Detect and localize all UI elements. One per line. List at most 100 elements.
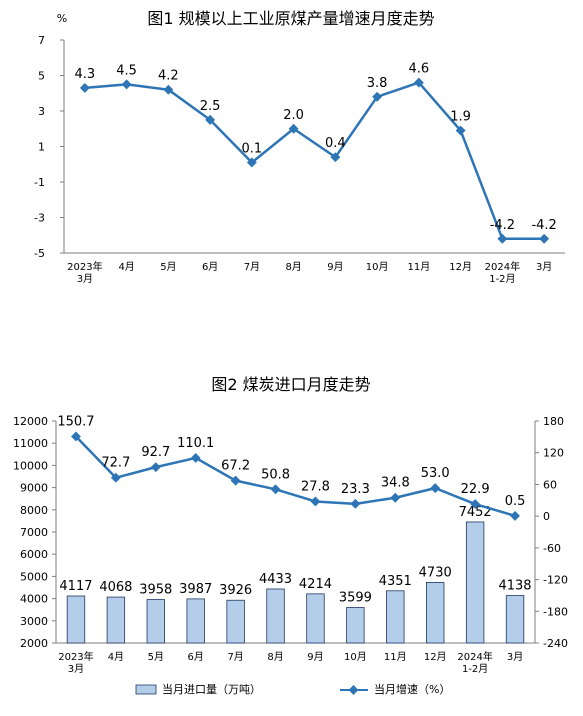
chart2-growth-label: 72.7 (101, 456, 130, 471)
chart2-growth-point (470, 499, 481, 509)
legend-bar-swatch (135, 684, 157, 695)
chart2-bar (426, 581, 445, 644)
chart1-x-tick-label: 11月 (408, 261, 431, 273)
chart2-growth-label: 23.3 (341, 482, 370, 497)
chart2-left-tick-label: 9000 (20, 482, 48, 495)
chart2-growth-point (190, 452, 201, 463)
chart2-growth-label: 34.8 (381, 476, 410, 491)
chart2-right-tick-label: -180 (543, 605, 568, 618)
chart2-x-tick-label: 7月 (227, 651, 243, 663)
chart2-left-tick-label: 7000 (20, 526, 48, 539)
chart2-bar (66, 595, 86, 644)
chart1-x-tick-label: 5月 (160, 261, 176, 273)
chart1-y-tick-label: 5 (38, 70, 45, 83)
chart2-growth-label: 50.8 (261, 467, 290, 482)
chart2-bar (106, 596, 126, 644)
chart1-x-tick-label: 7月 (244, 261, 260, 273)
chart1-y-tick-label: -3 (34, 212, 45, 225)
chart2-x-tick-label: 4月 (108, 651, 124, 663)
chart1-point (79, 82, 90, 93)
chart1-data-label: 1.9 (450, 110, 471, 125)
chart1-data-label: -4.2 (490, 218, 515, 233)
chart2-growth-point (310, 496, 321, 507)
chart2-growth-label: 53.0 (421, 466, 450, 481)
chart1-y-tick-label: -5 (34, 247, 45, 260)
chart1-point (539, 233, 550, 244)
chart2-bar (346, 607, 365, 644)
chart1-y-unit: % (57, 12, 67, 25)
chart1-x-tick-label: 12月 (449, 261, 472, 273)
chart2-left-tick-label: 5000 (20, 570, 48, 583)
chart2-bar-label: 4214 (299, 577, 332, 592)
chart2-bar-label: 7452 (459, 505, 492, 520)
chart1-x-tick-label: 4月 (118, 261, 134, 273)
chart2-left-tick-label: 12000 (13, 415, 48, 428)
chart1-point (246, 157, 257, 168)
chart1-x-tick-label: 6月 (202, 261, 218, 273)
chart2-plot: 12000 11000 10000 9000 8000 7000 6000 5000 4000 3… (13, 414, 568, 675)
chart2-x-tick-label: 12月 (424, 651, 447, 663)
legend-line-label: 当月增速（%） (374, 682, 450, 696)
chart2-right-tick-label: 60 (543, 478, 557, 491)
chart2-bar-label: 3958 (139, 583, 172, 598)
chart2-growth-point (510, 510, 520, 521)
chart1-data-label: 2.0 (283, 108, 304, 123)
chart1-x-tick-label: 2023年 (67, 260, 102, 273)
chart2-x-tick-label: 2024年 (457, 650, 492, 663)
legend-line-marker (348, 685, 359, 695)
chart2-bar-label: 3599 (339, 591, 372, 606)
chart1-point (163, 84, 174, 95)
chart1-series-line (84, 81, 545, 241)
chart2-growth-label: 0.5 (505, 494, 526, 509)
chart1-point (330, 152, 341, 163)
chart2-x-tick-label: 8月 (267, 651, 283, 663)
chart2-growth-label: 110.1 (177, 436, 214, 451)
chart2-bar-label: 4351 (379, 574, 412, 589)
chart2-bar-label: 3926 (219, 583, 252, 598)
chart2-bar (386, 590, 405, 644)
chart2-growth-point (150, 462, 161, 473)
chart2-bar (146, 599, 165, 644)
chart2-bar (465, 521, 485, 644)
chart2-right-tick-label: -120 (543, 574, 568, 587)
chart2-left-tick-label: 4000 (20, 593, 48, 606)
chart2-right-tick-label: -240 (543, 637, 568, 650)
chart2-right-tick-label: -60 (543, 542, 561, 555)
chart1-x-tick-label: 8月 (285, 261, 301, 273)
chart2-bar (266, 588, 285, 644)
chart2-growth-label: 67.2 (221, 459, 250, 474)
chart2-bar-label: 4138 (498, 579, 531, 594)
chart2-bar-label: 4117 (59, 579, 92, 594)
chart2-bar-label: 4730 (419, 565, 452, 580)
chart2-x-tick-label: 3月 (68, 663, 84, 675)
chart2-x-tick-label: 5月 (148, 651, 164, 663)
chart1-point (497, 233, 508, 244)
chart2-title: 图2 煤炭进口月度走势 (211, 375, 370, 394)
chart2-left-tick-label: 3000 (20, 615, 48, 628)
chart2-left-tick-label: 8000 (20, 504, 48, 517)
chart2-growth-point (390, 492, 401, 503)
chart2-left-tick-label: 10000 (13, 459, 48, 472)
chart1-data-label: 0.4 (325, 136, 346, 151)
chart2-bar (505, 595, 525, 644)
chart1-y-tick-label: 1 (38, 141, 45, 154)
chart1-point (205, 114, 216, 125)
chart2-growth-label: 150.7 (57, 414, 94, 429)
chart1-x-tick-label: 3月 (77, 273, 93, 285)
chart1-x-tick-label: 9月 (327, 261, 343, 273)
chart2-left-tick-label: 6000 (20, 548, 48, 561)
chart2-right-tick-label: 0 (543, 510, 550, 523)
chart2-bar (306, 593, 325, 644)
chart2-bar-label: 4068 (99, 580, 132, 595)
chart1-y-tick-label: -1 (34, 176, 45, 189)
chart2-x-tick-label: 1-2月 (462, 663, 488, 675)
chart2-bar (226, 599, 245, 644)
chart2-x-tick-label: 9月 (307, 651, 323, 663)
chart2-bar (186, 598, 205, 644)
chart2-right-tick-label: 180 (543, 415, 564, 428)
chart2-growth-label: 92.7 (141, 445, 170, 460)
chart2-growth-point (350, 498, 361, 509)
chart1-title: 图1 规模以上工业原煤产量增速月度走势 (147, 9, 434, 28)
